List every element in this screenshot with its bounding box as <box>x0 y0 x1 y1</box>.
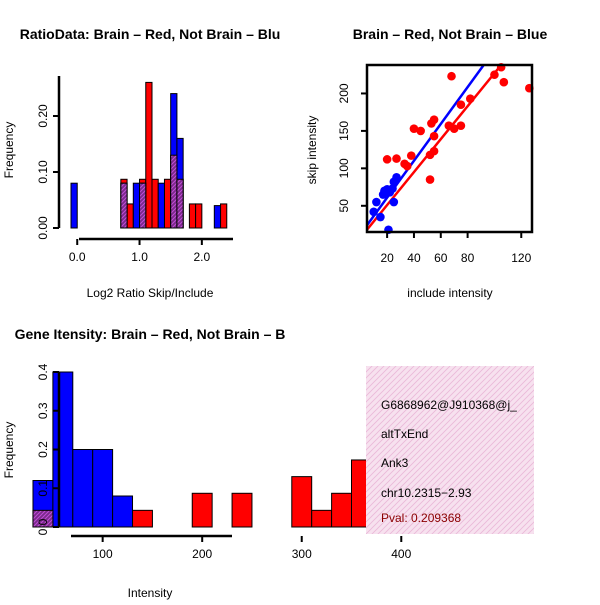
gene-intensity-histogram-y-label: Frequency <box>2 422 16 479</box>
scatter-point-not-brain <box>372 197 381 207</box>
location-text: chr10.2315−2.93 <box>381 486 472 500</box>
ratio-bar-not-brain <box>70 182 78 229</box>
pval-text: Pval: 0.209368 <box>381 511 461 525</box>
gene-intensity-histogram-title: Gene Itensity: Brain – Red, Not Brain – … <box>15 326 286 342</box>
ratio-histogram-x-label: Log2 Ratio Skip/Include <box>87 286 214 300</box>
scatter-point-brain <box>402 161 412 171</box>
gene-intensity-bar-brain <box>132 509 153 528</box>
scatter-plot-frame <box>365 63 534 234</box>
event-info-panel: G6868962@J910368@j_ altTxEnd Ank3 chr10.… <box>366 366 534 534</box>
scatter-point-brain <box>416 126 425 136</box>
ratio-bar-overlap <box>176 178 184 229</box>
ratio-x-tick-label: 0.0 <box>69 250 86 264</box>
scatter-point-brain <box>465 94 475 103</box>
scatter-point-brain <box>456 100 466 109</box>
gene-intensity-bar-brain <box>191 492 213 528</box>
gene-intensity-y-tick-label: 0.1 <box>36 480 50 497</box>
intensity-scatter-title: Brain – Red, Not Brain – Blue <box>353 26 548 42</box>
scatter-point-brain <box>499 77 509 87</box>
gene-intensity-y-tick-label: 0.4 <box>36 363 50 380</box>
ratio-x-tick-label: 1.0 <box>131 250 148 264</box>
scatter-point-brain <box>392 154 401 163</box>
ratio-histogram-axes: 0.0 1.0 2.0 0.00 0.10 0.20 <box>36 76 233 264</box>
scatter-y-tick-label: 200 <box>337 83 351 103</box>
ratio-histogram-panel: RatioData: Brain – Red, Not Brain – Blu … <box>2 26 280 300</box>
ratio-bar-not-brain <box>157 182 165 229</box>
scatter-x-tick-label: 80 <box>461 251 475 265</box>
gene-intensity-histogram-axes: 100 200 300 400 0.0 0.1 0.2 0.3 0.4 <box>36 363 412 561</box>
gene-intensity-x-tick-label: 100 <box>93 547 113 561</box>
scatter-point-brain <box>406 151 416 160</box>
intensity-scatter-x-label: include intensity <box>407 286 492 300</box>
scatter-y-tick-label: 150 <box>337 121 351 141</box>
scatter-y-tick-label: 50 <box>337 199 351 213</box>
scatter-point-not-brain <box>388 184 397 193</box>
ratio-histogram-title: RatioData: Brain – Red, Not Brain – Blu <box>20 26 281 42</box>
ratio-bar-overlap <box>139 182 147 229</box>
ratio-y-tick-label: 0.00 <box>36 216 50 240</box>
scatter-point-not-brain <box>392 173 401 182</box>
gene-intensity-bar-overlap <box>32 509 54 528</box>
ratio-y-tick-label: 0.20 <box>36 104 50 128</box>
gene-intensity-bar-brain <box>231 492 253 528</box>
ratio-bar-overlap <box>120 182 128 229</box>
scatter-point-brain <box>456 121 466 130</box>
scatter-point-brain <box>449 124 459 133</box>
ratio-bar-brain <box>195 203 203 229</box>
event-info-background <box>366 366 534 534</box>
gene-intensity-bar-not-brain <box>72 449 94 528</box>
scatter-x-tick-label: 60 <box>434 251 448 265</box>
scatter-point-brain <box>429 146 439 156</box>
gene-intensity-y-tick-label: 0.2 <box>36 441 50 458</box>
scatter-x-tick-label: 120 <box>511 251 531 265</box>
scatter-point-brain <box>429 115 439 124</box>
ratio-bar-brain <box>145 81 153 229</box>
ratio-y-tick-label: 0.10 <box>36 160 50 184</box>
scatter-point-brain <box>490 70 499 80</box>
gene-intensity-bar-not-brain <box>92 449 114 528</box>
gene-intensity-y-tick-label: 0.0 <box>36 518 50 535</box>
scatter-point-brain <box>429 131 439 141</box>
gene-intensity-bar-brain <box>291 476 313 528</box>
gene-intensity-x-tick-label: 200 <box>192 547 212 561</box>
ratio-bar-not-brain <box>132 182 141 229</box>
scatter-y-tick-label: 100 <box>337 158 351 178</box>
ratio-bar-brain <box>163 178 172 229</box>
ratio-bar-brain <box>188 203 197 229</box>
gene-intensity-histogram-x-label: Intensity <box>128 586 173 600</box>
probe-id-text: G6868962@J910368@j_ <box>381 398 517 412</box>
gene-intensity-bar-brain <box>311 509 333 528</box>
scatter-point-not-brain <box>389 197 399 207</box>
intensity-scatter-y-label: skip intensity <box>305 116 319 185</box>
ratio-histogram-y-label: Frequency <box>2 122 16 179</box>
ratio-bar-overlap <box>170 154 178 229</box>
scatter-point-brain <box>382 155 392 164</box>
scatter-point-brain <box>409 124 419 133</box>
intensity-scatter-axes: 20 40 60 80 120 50 100 150 200 <box>337 63 534 265</box>
scatter-point-brain <box>447 71 456 81</box>
event-type-text: altTxEnd <box>381 427 428 441</box>
ratio-bar-brain <box>126 203 134 229</box>
ratio-x-tick-label: 2.0 <box>194 250 211 264</box>
ratio-bar-not-brain <box>213 205 222 229</box>
gene-intensity-x-tick-label: 300 <box>292 547 312 561</box>
gene-intensity-x-tick-label: 400 <box>391 547 411 561</box>
gene-intensity-bar-brain <box>331 492 353 528</box>
scatter-points <box>369 62 534 235</box>
gene-intensity-y-tick-label: 0.3 <box>36 402 50 419</box>
scatter-x-tick-label: 40 <box>407 251 421 265</box>
scatter-point-brain <box>425 175 435 184</box>
fit-line-not-brain <box>367 65 485 226</box>
ratio-histogram-bars <box>70 81 228 229</box>
ratio-bar-brain <box>151 178 159 229</box>
intensity-scatter-panel: Brain – Red, Not Brain – Blue 20 40 60 80 12… <box>305 26 547 300</box>
scatter-point-not-brain <box>369 207 379 217</box>
ratio-bar-brain <box>220 203 228 229</box>
gene-intensity-bar-not-brain <box>112 495 134 528</box>
gene-name-text: Ank3 <box>381 456 409 470</box>
scatter-x-tick-label: 20 <box>380 251 394 265</box>
scatter-point-not-brain <box>376 212 385 222</box>
